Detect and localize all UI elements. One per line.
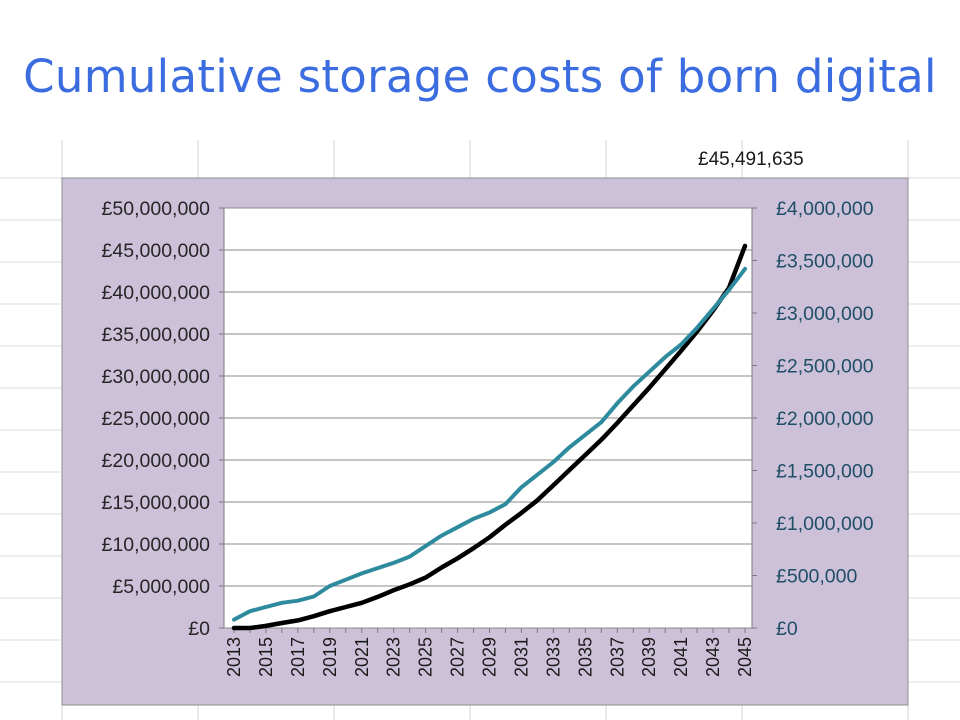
x-axis-tick-label: 2029: [480, 637, 500, 677]
left-axis-tick-label: £30,000,000: [102, 366, 211, 388]
right-axis-tick-label: £2,500,000: [776, 356, 874, 378]
x-axis-tick-label: 2045: [735, 637, 755, 677]
series-layer: [231, 243, 748, 631]
right-axis-tick-label: £0: [776, 618, 798, 640]
left-axis-tick-label: £20,000,000: [102, 450, 211, 472]
left-axis-tick-label: £50,000,000: [102, 198, 211, 220]
left-axis-tick-label: £10,000,000: [102, 534, 211, 556]
right-axis-tick-label: £3,500,000: [776, 251, 874, 273]
right-axis-tick-label: £2,000,000: [776, 408, 874, 430]
slide-title: Cumulative storage costs of born digital: [23, 50, 937, 103]
x-axis-tick-label: 2025: [416, 637, 436, 677]
x-axis: 2013 2015 2017 2019 2021 2023 2025 2027 2029 2031…: [224, 637, 755, 677]
left-axis-tick-label: £35,000,000: [102, 324, 211, 346]
left-axis-tick-label: £25,000,000: [102, 408, 211, 430]
x-axis-tick-label: 2023: [384, 637, 404, 677]
x-axis-tick-label: 2041: [671, 637, 691, 677]
right-axis-tick-label: £4,000,000: [776, 198, 874, 220]
x-axis-tick-label: 2035: [575, 637, 595, 677]
x-axis-tick-label: 2019: [320, 637, 340, 677]
left-axis-tick-label: £15,000,000: [102, 492, 211, 514]
x-axis-tick-label: 2037: [607, 637, 627, 677]
series-line-right-axis: [232, 266, 747, 622]
horizontal-gridlines: [224, 207, 752, 629]
peak-value-annotation: £45,491,635: [698, 149, 804, 170]
x-axis-tick-label: 2043: [703, 637, 723, 677]
right-axis-tick-label: £1,500,000: [776, 461, 874, 483]
left-axis: £0 £5,000,000 £10,000,000 £15,000,000 £20,00…: [102, 198, 224, 640]
left-axis-tick-label: £0: [188, 618, 210, 640]
x-axis-tick-label: 2013: [224, 637, 244, 677]
x-axis-tick-label: 2021: [352, 637, 372, 677]
x-axis-tick-marks: [233, 628, 746, 633]
x-axis-tick-label: 2015: [256, 637, 276, 677]
right-axis-tick-label: £1,000,000: [776, 513, 874, 535]
x-axis-tick-label: 2027: [448, 637, 468, 677]
right-axis-tick-label: £500,000: [776, 566, 857, 588]
right-axis: £0 £500,000 £1,000,000 £1,500,000 £2,000,000…: [752, 198, 874, 640]
x-axis-tick-label: 2033: [543, 637, 563, 677]
left-axis-tick-label: £40,000,000: [102, 282, 211, 304]
x-axis-tick-label: 2017: [288, 637, 308, 677]
left-axis-tick-label: £5,000,000: [112, 576, 210, 598]
x-axis-tick-label: 2039: [639, 637, 659, 677]
right-axis-tick-label: £3,000,000: [776, 303, 874, 325]
left-axis-tick-label: £45,000,000: [102, 240, 211, 262]
series-line-left-axis: [231, 243, 748, 631]
x-axis-tick-label: 2031: [511, 637, 531, 677]
